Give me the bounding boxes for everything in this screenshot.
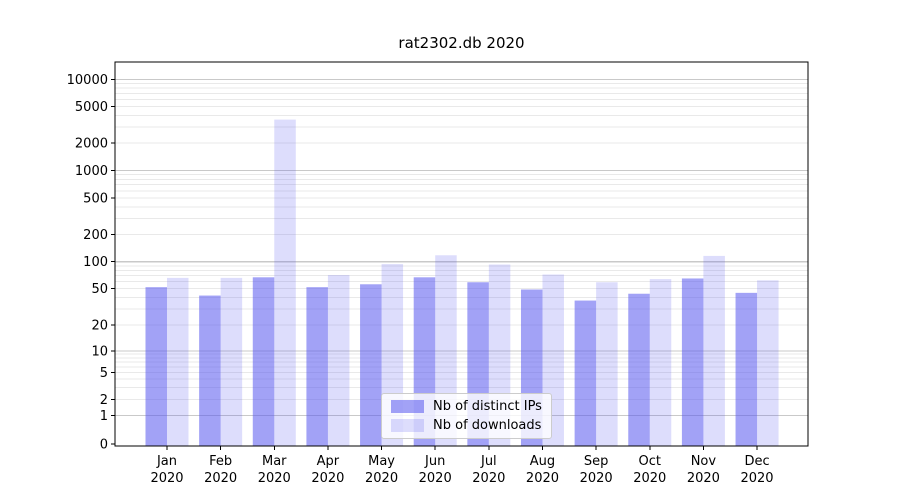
- y-tick-label: 1000: [75, 164, 108, 179]
- x-tick-label-year: 2020: [633, 471, 666, 486]
- y-tick-label: 50: [91, 282, 108, 297]
- bar-downloads-feb: [220, 277, 243, 446]
- x-tick-label-year: 2020: [365, 471, 398, 486]
- x-tick-label-month: Jan: [156, 454, 177, 469]
- x-tick-label-month: May: [368, 454, 395, 469]
- y-tick-label: 10000: [67, 73, 108, 88]
- y-tick-label: 2000: [75, 137, 108, 152]
- bar-downloads-dec: [757, 280, 779, 446]
- legend-label-distinct-ips: Nb of distinct IPs: [433, 399, 542, 414]
- bar-distinct-ips-nov: [681, 278, 704, 446]
- x-tick-label-month: Apr: [317, 454, 340, 469]
- chart-title: rat2302.db 2020: [398, 34, 525, 52]
- x-tick-label-month: Oct: [639, 454, 661, 469]
- y-tick-label: 20: [91, 318, 108, 333]
- x-tick-label-year: 2020: [687, 471, 720, 486]
- bar-downloads-apr: [327, 275, 350, 446]
- x-tick-label-year: 2020: [472, 471, 505, 486]
- x-tick-label-month: Jul: [480, 454, 497, 469]
- y-tick-label: 10: [91, 344, 108, 359]
- legend-label-downloads: Nb of downloads: [433, 418, 542, 433]
- y-tick-label: 100: [83, 255, 108, 270]
- x-tick-label-month: Feb: [209, 454, 232, 469]
- x-tick-label-year: 2020: [580, 471, 613, 486]
- axes-spines: [114, 61, 809, 447]
- legend-item-distinct-ips: Nb of distinct IPs: [391, 399, 542, 414]
- bar-distinct-ips-apr: [306, 287, 328, 446]
- y-tick-label: 500: [83, 192, 108, 207]
- x-tick-label-year: 2020: [150, 471, 183, 486]
- y-tick-label: 0: [100, 438, 108, 453]
- x-tick-label-year: 2020: [419, 471, 452, 486]
- x-tick-label-month: Dec: [744, 454, 769, 469]
- x-tick-label-month: Mar: [262, 454, 287, 469]
- bar-distinct-ips-mar: [252, 277, 275, 446]
- x-tick-label-year: 2020: [258, 471, 291, 486]
- x-tick-label-year: 2020: [311, 471, 344, 486]
- y-tick-label: 200: [83, 228, 108, 243]
- y-tick-label: 5: [100, 366, 108, 381]
- x-tick-label-year: 2020: [526, 471, 559, 486]
- legend: Nb of distinct IPs Nb of downloads: [381, 393, 552, 439]
- bar-distinct-ips-feb: [199, 295, 221, 446]
- x-tick-label-month: Jun: [424, 454, 445, 469]
- y-tick-label: 1: [100, 409, 108, 424]
- bar-distinct-ips-may: [360, 284, 382, 446]
- bar-downloads-mar: [274, 119, 296, 446]
- bar-downloads-nov: [703, 255, 725, 446]
- legend-item-downloads: Nb of downloads: [391, 418, 542, 433]
- y-tick-label: 5000: [75, 100, 108, 115]
- bar-downloads-sep: [596, 282, 618, 446]
- x-tick-label-month: Nov: [691, 454, 717, 469]
- bar-distinct-ips-dec: [735, 292, 758, 446]
- x-tick-label-month: Aug: [530, 454, 555, 469]
- y-tick-label: 2: [100, 393, 108, 408]
- legend-swatch-distinct-ips: [391, 400, 424, 413]
- x-tick-label-year: 2020: [204, 471, 237, 486]
- bar-downloads-jan: [167, 277, 189, 446]
- bar-distinct-ips-oct: [628, 293, 650, 446]
- x-tick-label-year: 2020: [740, 471, 773, 486]
- bar-distinct-ips-sep: [574, 300, 597, 446]
- bar-downloads-oct: [649, 279, 672, 446]
- legend-swatch-downloads: [391, 419, 424, 432]
- bar-distinct-ips-jan: [145, 287, 167, 446]
- x-tick-label-month: Sep: [584, 454, 609, 469]
